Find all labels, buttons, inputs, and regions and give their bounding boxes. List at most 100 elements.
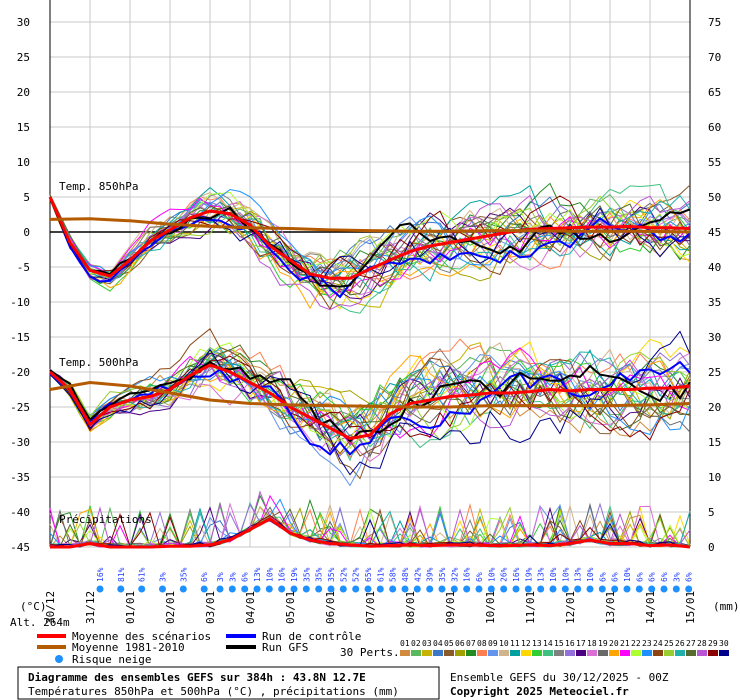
snowflake-icon [265,585,273,593]
pert-color-swatch [587,650,597,656]
pert-line-850 [49,198,691,311]
pert-color-swatch [532,650,542,656]
x-tick-label: 04/01 [244,591,257,624]
y-tick-label-left: -30 [10,436,30,449]
snow-risk-percent: 52% [339,567,348,582]
snow-risk-percent: 6% [635,572,644,582]
y-tick-label-right: 50 [708,191,721,204]
pert-color-swatch [433,650,443,656]
x-tick-label: 12/01 [564,591,577,624]
pert-number-label: 12 [521,639,531,648]
snow-risk-percent: 10% [487,567,496,582]
pert-number-label: 07 [466,639,476,648]
y-tick-label-right: 20 [708,401,721,414]
pert-color-swatch [631,650,641,656]
pert-color-swatch [686,650,696,656]
y-tick-label-left: -40 [10,506,30,519]
x-tick-label: 10/01 [484,591,497,624]
y-tick-label-right: 40 [708,261,721,274]
x-tick-label: 13/01 [604,591,617,624]
pert-number-label: 24 [653,639,663,648]
unit-left: (°C) [20,600,47,613]
section-label-850: Temp. 850hPa [59,180,138,193]
legend-label-mean: Moyenne des scénarios [72,630,211,643]
snowflake-icon [138,585,146,593]
pert-color-swatch [521,650,531,656]
pert-number-label: 06 [455,639,465,648]
snowflake-icon [611,585,619,593]
pert-color-swatch [664,650,674,656]
y-axis-left: 30 25 20 15 10 5 0 -5 -10 -15 -20 -25 -30 -35 -40 -45 [10,16,30,554]
pert-color-swatch [455,650,465,656]
pert-number-label: 18 [587,639,597,648]
pert-color-swatch [400,650,410,656]
snow-risk-percent: 16% [463,567,472,582]
snowflake-icon [438,585,446,593]
snow-risk-percent: 61% [376,567,385,582]
snow-risk-percent: 65% [364,567,373,582]
snowflake-icon [487,585,495,593]
x-tick-label: 30/12 [44,591,57,624]
pert-color-swatch [488,650,498,656]
pert-number-label: 19 [598,639,608,648]
snowflake-icon [598,585,606,593]
snowflake-icon [672,585,680,593]
snow-risk-percent: 19% [524,567,533,582]
section-labels: Temp. 850hPa Temp. 500hPa Précipitations [59,180,152,526]
snowflake-icon [376,585,384,593]
x-tick-label: 14/01 [644,591,657,624]
pert-number-label: 20 [609,639,619,648]
run-label: Ensemble GEFS du 30/12/2025 - 00Z [450,671,669,684]
y-tick-label-right: 65 [708,86,721,99]
snow-risk-percent: 81% [117,567,126,582]
snowflake-icon [524,585,532,593]
snowflake-icon [96,585,104,593]
snow-risk-percent: 3% [159,572,168,582]
y-tick-label-right: 10 [708,471,721,484]
snow-risk-percent: 6% [598,572,607,582]
snowflake-icon [685,585,693,593]
pert-color-swatch [719,650,729,656]
snow-risk-percent: 35% [438,567,447,582]
x-tick-label: 05/01 [284,591,297,624]
pert-color-swatch [543,650,553,656]
y-tick-label-right: 45 [708,226,721,239]
snow-risk-row: 16% 81% 61% 3% 35% 6% 3% 3% 6% 13% 10% 16% 19% 35% 35%… [96,567,694,593]
snowflake-icon [537,585,545,593]
pert-color-swatch [708,650,718,656]
x-tick-label: 31/12 [84,591,97,624]
pert-color-swatch [466,650,476,656]
snow-risk-percent: 3% [228,572,237,582]
snow-risk-percent: 6% [685,572,694,582]
y-tick-label-left: -10 [10,296,30,309]
pert-number-label: 05 [444,639,454,648]
mean-line-precip [50,517,691,549]
pert-color-swatch [444,650,454,656]
legend-label-climo: Moyenne 1981-2010 [72,641,185,654]
pert-number-label: 22 [631,639,641,648]
y-tick-label-left: 30 [17,16,30,29]
copyright-label: Copyright 2025 Meteociel.fr [450,685,629,698]
snow-risk-percent: 10% [549,567,558,582]
y-tick-label-left: 15 [17,121,30,134]
snowflake-icon [216,585,224,593]
pert-color-swatch [411,650,421,656]
snow-risk-percent: 6% [611,572,620,582]
x-tick-label: 15/01 [684,591,697,624]
pert-number-label: 10 [499,639,509,648]
x-tick-label: 11/01 [524,591,537,624]
pert-number-label: 30 [719,639,729,648]
snowflake-icon [463,585,471,593]
pert-line-precip [49,507,691,548]
control-run-500 [49,360,691,456]
snow-risk-percent: 48% [401,567,410,582]
snowflake-icon [561,585,569,593]
y-tick-label-left: -35 [10,471,30,484]
pert-number-label: 23 [642,639,652,648]
snowflake-icon [500,585,508,593]
x-tick-label: 08/01 [404,591,417,624]
pert-color-swatch [620,650,630,656]
snowflake-icon [389,585,397,593]
pert-number-label: 11 [510,639,520,648]
